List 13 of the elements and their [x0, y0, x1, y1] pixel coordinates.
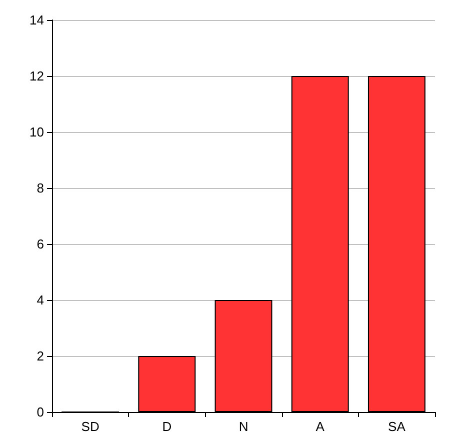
x-tick-label: SD	[81, 419, 100, 434]
y-tick-label: 10	[30, 124, 44, 140]
y-tick-label: 4	[36, 292, 44, 308]
y-tick-label: 2	[36, 348, 44, 364]
x-tick-label: A	[316, 419, 325, 434]
y-tick-label: 0	[36, 404, 44, 420]
x-tick-label: N	[238, 419, 248, 434]
y-tick-label: 12	[30, 68, 44, 84]
y-tick-label: 14	[30, 12, 44, 28]
x-tick-label: D	[162, 419, 172, 434]
y-tick-label: 8	[36, 180, 44, 196]
x-tick-label: SA	[388, 419, 406, 434]
y-tick-label: 6	[36, 236, 44, 252]
